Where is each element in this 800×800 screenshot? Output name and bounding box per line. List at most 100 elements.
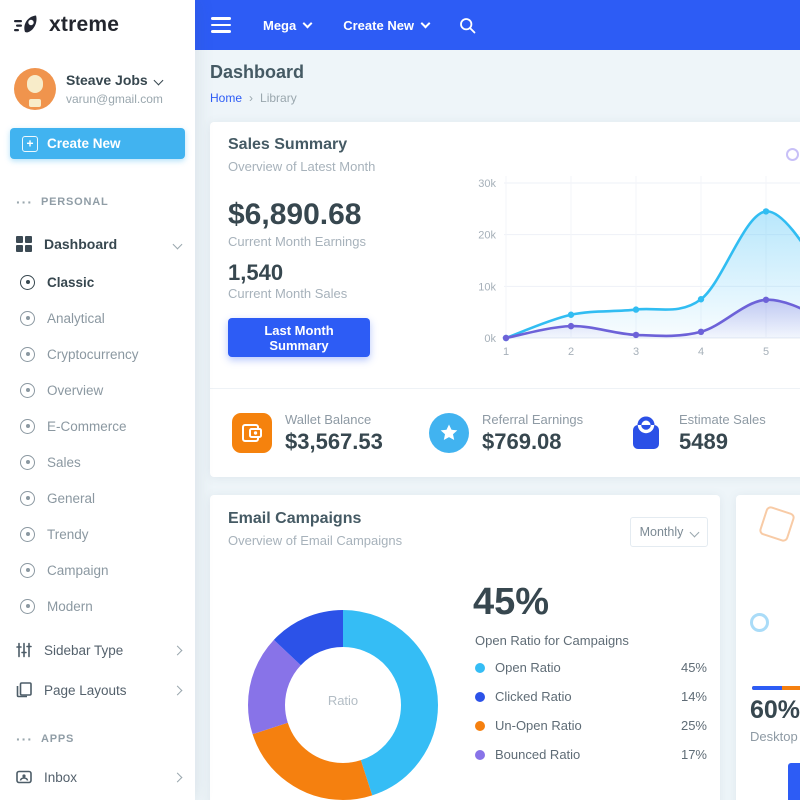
sales-summary-card: Sales Summary Overview of Latest Month $… xyxy=(210,122,800,477)
create-new-button[interactable]: Create New xyxy=(10,128,185,159)
menu-toggle[interactable] xyxy=(211,17,231,33)
open-ratio-label: Open Ratio for Campaigns xyxy=(475,633,629,648)
breadcrumb-separator: › xyxy=(249,91,254,105)
sidebar-item-campaign[interactable]: Campaign xyxy=(0,552,195,588)
sliders-icon xyxy=(16,642,32,658)
sidebar-item-general[interactable]: General xyxy=(0,480,195,516)
svg-text:0k: 0k xyxy=(484,333,496,345)
circle-dot-icon xyxy=(20,382,35,398)
stat-value: 5489 xyxy=(679,428,728,454)
svg-text:10k: 10k xyxy=(478,281,496,293)
topbar-menu-create-new[interactable]: Create New xyxy=(343,18,431,33)
wallet-icon xyxy=(232,413,272,453)
sidebar-item-analytical[interactable]: Analytical xyxy=(0,300,195,336)
sidebar-item-cryptocurrency[interactable]: Cryptocurrency xyxy=(0,336,195,372)
sidebar-item-page-layouts[interactable]: Page Layouts xyxy=(0,670,195,710)
chevron-down-icon xyxy=(172,239,183,249)
donut-legend: Open Ratio 45% Clicked Ratio 14% Un-Open… xyxy=(475,653,707,769)
user-email: varun@gmail.com xyxy=(66,92,163,106)
breadcrumb: Home › Library xyxy=(210,91,304,105)
sidebar-item-classic[interactable]: Classic xyxy=(0,264,195,300)
svg-text:1: 1 xyxy=(503,346,509,358)
sidebar-item-inbox[interactable]: Inbox xyxy=(0,757,195,797)
svg-text:4: 4 xyxy=(698,346,704,358)
sidebar-item-modern[interactable]: Modern xyxy=(0,588,195,624)
legend-dot xyxy=(475,720,485,731)
circle-dot-icon xyxy=(20,310,35,326)
legend-dot xyxy=(475,691,485,702)
chevron-right-icon xyxy=(172,645,183,655)
star-icon xyxy=(429,413,469,453)
sidebar-item-overview[interactable]: Overview xyxy=(0,372,195,408)
stat-referral-earnings: Referral Earnings $769.08 xyxy=(407,412,604,455)
email-campaigns-card: Email Campaigns Overview of Email Campai… xyxy=(210,495,720,800)
stat-estimate-sales: Estimate Sales 5489 xyxy=(604,412,800,455)
circle-dot-icon xyxy=(20,562,35,578)
section-label-personal: PERSONAL xyxy=(16,195,195,208)
circle-dot-icon xyxy=(20,454,35,470)
donut-center-label: Ratio xyxy=(327,693,359,708)
breadcrumb-current: Library xyxy=(260,91,297,105)
chevron-down-icon xyxy=(153,75,164,85)
card-title: Sales Summary xyxy=(228,136,348,153)
legend-dot xyxy=(475,662,485,673)
avatar xyxy=(14,68,56,110)
svg-text:30k: 30k xyxy=(478,178,496,190)
current-month-sales-value: 1,540 xyxy=(228,260,284,285)
legend-item: Open Ratio 45% xyxy=(475,653,707,682)
page-header: Dashboard Home › Library xyxy=(210,62,304,105)
circle-dot-icon xyxy=(20,490,35,506)
legend-dot xyxy=(475,749,485,760)
svg-text:20k: 20k xyxy=(478,230,496,242)
circle-dot-icon xyxy=(20,274,35,290)
chevron-right-icon xyxy=(172,685,183,695)
current-month-earnings-label: Current Month Earnings xyxy=(228,234,367,249)
legend-item: Un-Open Ratio 25% xyxy=(475,711,707,740)
sidebar-item-dashboard[interactable]: Dashboard xyxy=(0,224,195,264)
plus-icon xyxy=(22,135,38,152)
shopping-bag-icon xyxy=(626,413,666,453)
stat-value: $3,567.53 xyxy=(285,428,383,454)
brand[interactable]: xtreme xyxy=(0,0,195,50)
chart-legend-fragment xyxy=(786,148,799,161)
desktop-progress-bar xyxy=(752,686,800,690)
user-profile[interactable]: Steave Jobs varun@gmail.com xyxy=(0,50,195,110)
create-new-label: Create New xyxy=(47,136,121,151)
decor-circle-icon xyxy=(750,613,769,632)
device-visits-card: 60% Desktop xyxy=(736,495,800,800)
circle-dot-icon xyxy=(20,346,35,362)
circle-dot-icon xyxy=(20,418,35,434)
desktop-percent-value: 60% xyxy=(750,696,800,724)
sidebar-item-trendy[interactable]: Trendy xyxy=(0,516,195,552)
search-button[interactable] xyxy=(459,17,476,34)
circle-dot-icon xyxy=(20,598,35,614)
inbox-icon xyxy=(16,770,32,784)
search-icon xyxy=(460,17,476,33)
sidebar: xtreme Steave Jobs varun@gmail.com Creat… xyxy=(0,0,195,800)
rocket-logo-icon xyxy=(14,15,37,32)
chevron-down-icon xyxy=(420,18,431,29)
chevron-down-icon xyxy=(689,527,700,537)
svg-text:2: 2 xyxy=(568,346,574,358)
chevron-right-icon xyxy=(172,772,183,782)
breadcrumb-home-link[interactable]: Home xyxy=(210,91,243,105)
layers-icon xyxy=(16,682,32,698)
sidebar-item-sales[interactable]: Sales xyxy=(0,444,195,480)
last-month-summary-button[interactable]: Last Month Summary xyxy=(228,318,370,357)
page-title: Dashboard xyxy=(210,62,305,82)
email-donut-chart xyxy=(248,610,438,800)
stat-wallet-balance: Wallet Balance $3,567.53 xyxy=(210,412,407,455)
topbar-menu-mega[interactable]: Mega xyxy=(263,18,313,33)
sidebar-item-ecommerce[interactable]: E-Commerce xyxy=(0,408,195,444)
stat-label: Referral Earnings xyxy=(482,411,584,427)
current-month-sales-label: Current Month Sales xyxy=(228,286,348,301)
stat-value: $769.08 xyxy=(482,428,562,454)
svg-text:3: 3 xyxy=(633,346,639,358)
brand-name: xtreme xyxy=(49,13,120,36)
period-select[interactable]: Monthly xyxy=(630,517,708,547)
stats-row: Wallet Balance $3,567.53 Referral Earnin… xyxy=(210,388,800,477)
legend-item: Bounced Ratio 17% xyxy=(475,740,707,769)
current-month-earnings-value: $6,890.68 xyxy=(228,198,362,231)
stat-label: Estimate Sales xyxy=(679,411,766,427)
sidebar-item-sidebar-type[interactable]: Sidebar Type xyxy=(0,630,195,670)
